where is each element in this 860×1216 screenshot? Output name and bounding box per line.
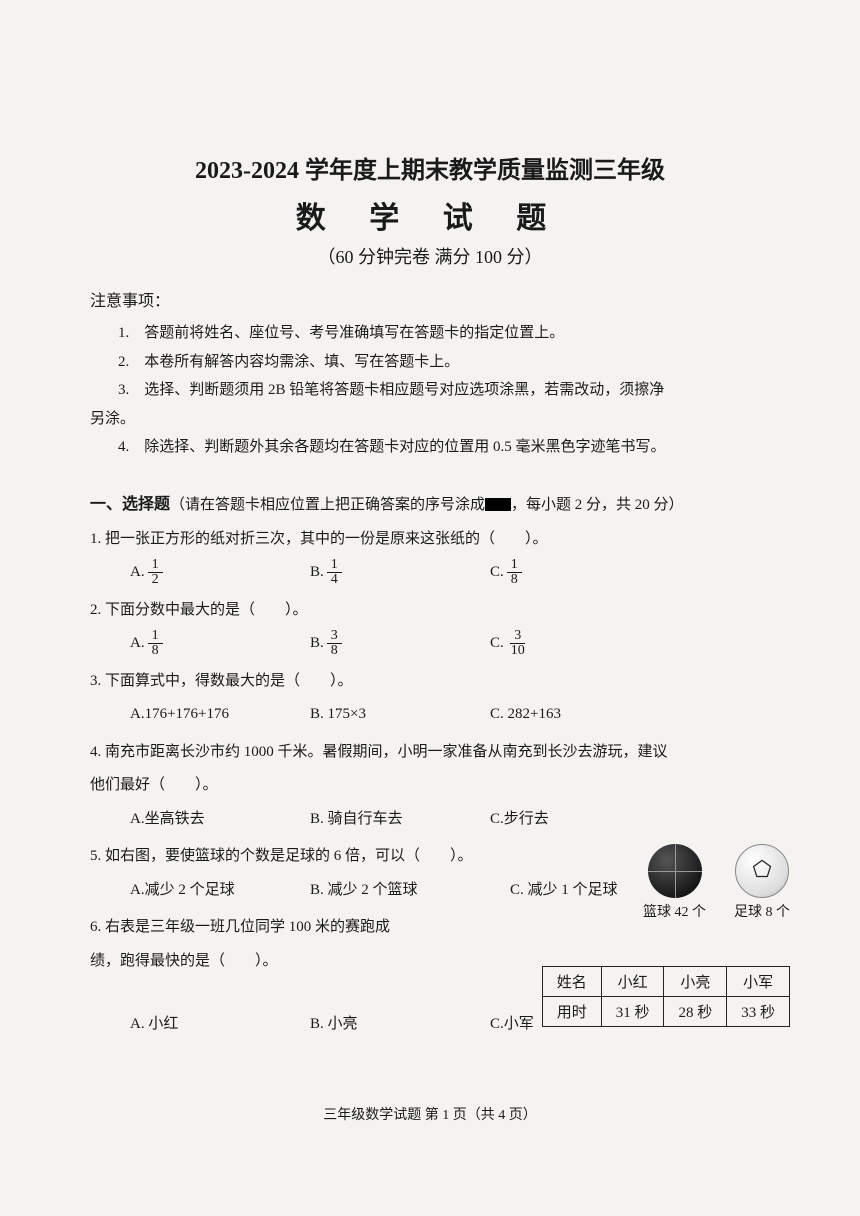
option-a: A.176+176+176 — [130, 699, 310, 731]
denominator: 8 — [327, 644, 342, 658]
question-6-line2: 绩，跑得最快的是（ ）。 — [90, 946, 460, 978]
filled-box-icon — [485, 498, 511, 511]
table-cell: 用时 — [542, 997, 601, 1027]
section-head-bold: 一、选择题 — [90, 496, 170, 513]
notice-item: 4. 除选择、判断题外其余各题均在答题卡对应的位置用 0.5 毫米黑色字迹笔书写… — [90, 433, 770, 462]
numerator: 3 — [510, 629, 525, 644]
table-header: 小红 — [601, 967, 664, 997]
notice-item: 2. 本卷所有解答内容均需涂、填、写在答题卡上。 — [90, 348, 770, 377]
exam-title-time: （60 分钟完卷 满分 100 分） — [90, 243, 770, 269]
section-head-desc: （请在答题卡相应位置上把正确答案的序号涂成 — [170, 497, 485, 513]
notice-heading: 注意事项： — [90, 287, 770, 311]
option-b: B. 小亮 — [310, 1009, 490, 1041]
denominator: 8 — [148, 644, 163, 658]
table-header: 小军 — [727, 967, 790, 997]
option-b: B. 骑自行车去 — [310, 804, 490, 836]
notice-item: 1. 答题前将姓名、座位号、考号准确填写在答题卡的指定位置上。 — [90, 319, 770, 348]
notice-item: 3. 选择、判断题须用 2B 铅笔将答题卡相应题号对应选项涂黑，若需改动，须擦净 — [90, 376, 770, 405]
notice-item: 另涂。 — [90, 405, 770, 434]
numerator: 1 — [148, 558, 163, 573]
basketball-wrap: 篮球 42 个 — [643, 844, 706, 921]
option-label: C. — [490, 557, 504, 589]
option-c: C. 310 — [490, 628, 670, 660]
option-c: C. 282+163 — [490, 699, 670, 731]
race-results-table: 姓名 小红 小亮 小军 用时 31 秒 28 秒 33 秒 — [542, 966, 790, 1027]
denominator: 10 — [507, 644, 529, 658]
option-c: C.步行去 — [490, 804, 670, 836]
fraction: 310 — [507, 629, 529, 658]
denominator: 4 — [327, 573, 342, 587]
numerator: 1 — [327, 558, 342, 573]
numerator: 1 — [507, 558, 522, 573]
option-b: B. 14 — [310, 557, 490, 589]
denominator: 2 — [148, 573, 163, 587]
option-label: B. — [310, 628, 324, 660]
section-heading: 一、选择题（请在答题卡相应位置上把正确答案的序号涂成 ，每小题 2 分，共 20 … — [90, 490, 770, 514]
soccer-icon — [735, 844, 789, 898]
question-2: 2. 下面分数中最大的是（ ）。 — [90, 595, 770, 627]
option-label: C. — [490, 628, 504, 660]
fraction: 12 — [148, 558, 163, 587]
question-3-options: A.176+176+176 B. 175×3 C. 282+163 — [90, 699, 770, 731]
question-6-line1: 6. 右表是三年级一班几位同学 100 米的赛跑成 — [90, 912, 460, 944]
fraction: 18 — [148, 629, 163, 658]
table-cell: 31 秒 — [601, 997, 664, 1027]
page-footer: 三年级数学试题 第 1 页（共 4 页） — [0, 1104, 860, 1124]
soccer-wrap: 足球 8 个 — [734, 844, 790, 921]
option-label: B. — [310, 557, 324, 589]
question-1: 1. 把一张正方形的纸对折三次，其中的一份是原来这张纸的（ ）。 — [90, 524, 770, 556]
basketball-icon — [648, 844, 702, 898]
question-2-options: A. 18 B. 38 C. 310 — [90, 628, 770, 660]
option-a: A.坐高铁去 — [130, 804, 310, 836]
option-b: B. 38 — [310, 628, 490, 660]
question-1-options: A. 12 B. 14 C. 18 — [90, 557, 770, 589]
option-a: A.减少 2 个足球 — [130, 875, 310, 907]
numerator: 1 — [148, 629, 163, 644]
option-label: A. — [130, 628, 145, 660]
exam-title-main: 2023-2024 学年度上期末教学质量监测三年级 — [90, 150, 770, 185]
option-b: B. 175×3 — [310, 699, 490, 731]
option-a: A. 小红 — [130, 1009, 310, 1041]
soccer-label: 足球 8 个 — [734, 901, 790, 921]
table-row: 用时 31 秒 28 秒 33 秒 — [542, 997, 789, 1027]
fraction: 14 — [327, 558, 342, 587]
option-b: B. 减少 2 个篮球 — [310, 875, 510, 907]
option-c: C. 18 — [490, 557, 670, 589]
fraction: 38 — [327, 629, 342, 658]
option-a: A. 18 — [130, 628, 310, 660]
question-4-line1: 4. 南充市距离长沙市约 1000 千米。暑假期间，小明一家准备从南充到长沙去游… — [90, 737, 770, 769]
question-4-line2: 他们最好（ ）。 — [90, 770, 770, 802]
table-row: 姓名 小红 小亮 小军 — [542, 967, 789, 997]
numerator: 3 — [327, 629, 342, 644]
basketball-label: 篮球 42 个 — [643, 901, 706, 921]
fraction: 18 — [507, 558, 522, 587]
question-3: 3. 下面算式中，得数最大的是（ ）。 — [90, 666, 770, 698]
section-head-tail: ，每小题 2 分，共 20 分） — [511, 497, 684, 513]
option-label: A. — [130, 557, 145, 589]
denominator: 8 — [507, 573, 522, 587]
table-header: 姓名 — [542, 967, 601, 997]
ball-images: 篮球 42 个 足球 8 个 — [643, 844, 790, 921]
option-a: A. 12 — [130, 557, 310, 589]
table-header: 小亮 — [664, 967, 727, 997]
exam-title-subject: 数 学 试 题 — [90, 193, 770, 237]
question-4-options: A.坐高铁去 B. 骑自行车去 C.步行去 — [90, 804, 770, 836]
table-cell: 33 秒 — [727, 997, 790, 1027]
table-cell: 28 秒 — [664, 997, 727, 1027]
